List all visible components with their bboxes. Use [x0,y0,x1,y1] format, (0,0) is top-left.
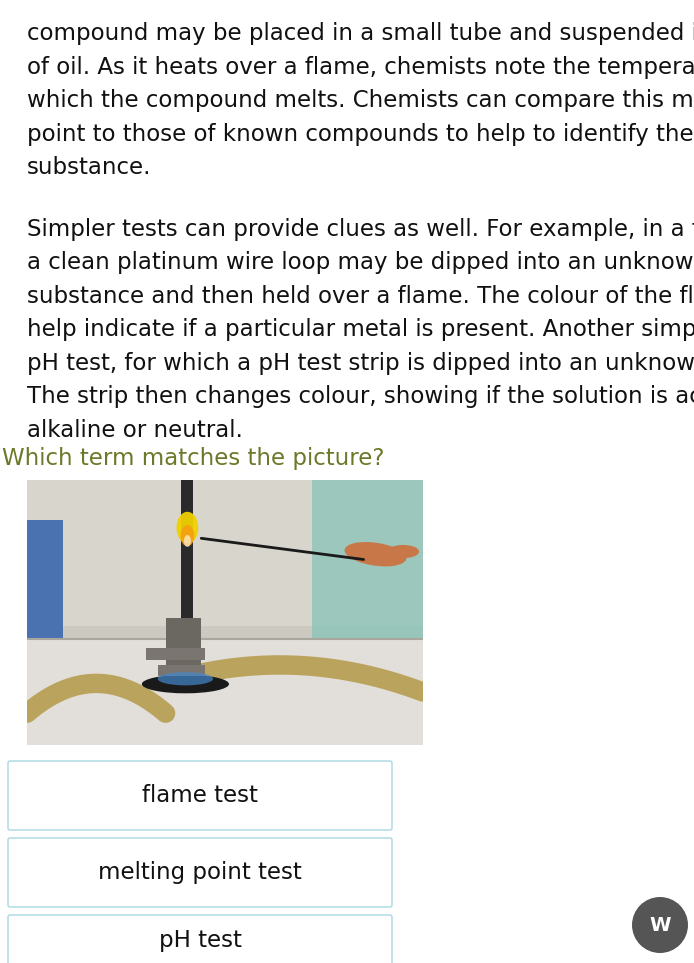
Ellipse shape [176,511,198,543]
Text: which the compound melts. Chemists can compare this melting: which the compound melts. Chemists can c… [27,89,694,112]
Bar [27,639,423,745]
Ellipse shape [142,675,229,693]
Text: flame test: flame test [142,784,258,807]
Text: The strip then changes colour, showing if the solution is acidic,: The strip then changes colour, showing i… [27,385,694,408]
Bar [146,648,205,661]
Circle shape [632,897,688,953]
Ellipse shape [184,535,191,547]
Text: substance and then held over a flame. The colour of the flame can: substance and then held over a flame. Th… [27,284,694,307]
Text: a clean platinum wire loop may be dipped into an unknown: a clean platinum wire loop may be dipped… [27,251,694,274]
Text: pH test, for which a pH test strip is dipped into an unknown solution.: pH test, for which a pH test strip is di… [27,351,694,375]
Bar [27,520,62,652]
Text: substance.: substance. [27,156,151,179]
Text: Which term matches the picture?: Which term matches the picture? [2,447,384,470]
Bar [181,472,192,644]
FancyBboxPatch shape [8,761,392,830]
FancyBboxPatch shape [8,838,392,907]
Text: W: W [650,916,670,934]
Text: compound may be placed in a small tube and suspended in a beaker: compound may be placed in a small tube a… [27,22,694,45]
Text: help indicate if a particular metal is present. Another simple test is a: help indicate if a particular metal is p… [27,318,694,341]
Text: melting point test: melting point test [98,861,302,884]
Ellipse shape [344,542,407,566]
Text: of oil. As it heats over a flame, chemists note the temperature at: of oil. As it heats over a flame, chemis… [27,56,694,79]
Ellipse shape [158,672,213,686]
Text: Simpler tests can provide clues as well. For example, in a flame test: Simpler tests can provide clues as well.… [27,218,694,241]
Text: alkaline or neutral.: alkaline or neutral. [27,419,243,441]
Bar [166,618,201,671]
Ellipse shape [180,525,194,546]
FancyBboxPatch shape [8,915,392,963]
Ellipse shape [387,545,419,559]
Text: point to those of known compounds to help to identify the: point to those of known compounds to hel… [27,122,693,145]
Bar [27,480,423,626]
Bar [158,665,205,676]
Bar [312,480,423,652]
Text: pH test: pH test [158,928,242,951]
